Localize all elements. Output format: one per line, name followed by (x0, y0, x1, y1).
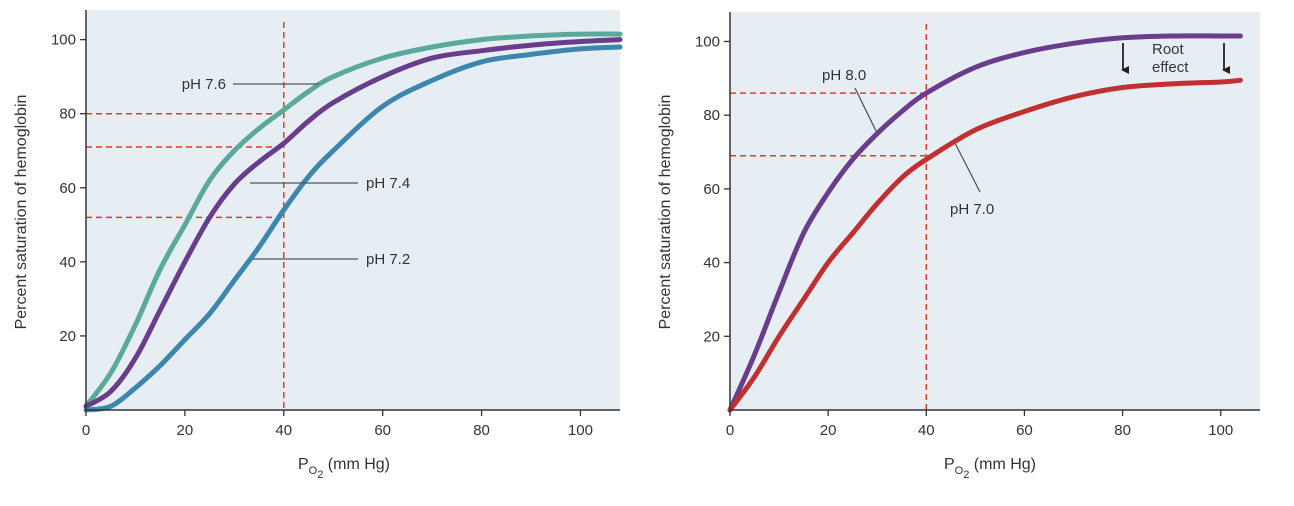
root-effect-annotation: Root effect (1121, 41, 1230, 76)
x-tick-label: 20 (820, 422, 837, 439)
x-tick-label: 100 (1208, 422, 1233, 439)
series-line (727, 77, 1243, 413)
x-tick-label: 60 (374, 422, 391, 439)
y-tick-label: 60 (59, 180, 76, 197)
x-tick-label: 100 (568, 422, 593, 439)
label-ph-7-0: pH 7.0 (950, 201, 994, 218)
y-axis-label: Percent saturation of hemoglobin (13, 95, 30, 330)
axes (85, 10, 620, 411)
x-tick-label: 40 (918, 422, 935, 439)
curves (83, 31, 623, 413)
reference-lines (730, 24, 928, 410)
y-tick-label: 80 (59, 106, 76, 123)
label-ph-7-4: pH 7.4 (366, 175, 410, 192)
left-chart-panel: pH 7.6 pH 7.4 pH 7.2 0 20 40 60 80 100 20 40 60 8… (13, 10, 623, 481)
x-tick-label: 0 (726, 422, 734, 439)
label-ph-7-6: pH 7.6 (182, 76, 226, 93)
y-tick-label: 100 (51, 32, 76, 49)
y-axis-label: Percent saturation of hemoglobin (657, 95, 674, 330)
root-effect-label-line2: effect (1152, 59, 1189, 76)
label-leaders (233, 83, 358, 260)
plot-background (86, 10, 620, 410)
x-axis-label: PO2 (mm Hg) (944, 456, 1036, 481)
y-tick-label: 60 (703, 181, 720, 198)
x-tick-label: 60 (1016, 422, 1033, 439)
root-effect-label-line1: Root (1152, 41, 1185, 58)
x-tick-label: 80 (1114, 422, 1131, 439)
series-line (83, 31, 623, 409)
label-ph-7-2: pH 7.2 (366, 251, 410, 268)
x-tick-label: 0 (82, 422, 90, 439)
x-axis-label: PO2 (mm Hg) (298, 456, 390, 481)
series-line (727, 33, 1243, 413)
curves (727, 33, 1243, 413)
ticks: 0 20 40 60 80 100 20 40 60 80 100 (51, 32, 593, 439)
axes (729, 12, 1260, 411)
y-tick-label: 40 (59, 254, 76, 271)
leader-ph-8-0 (854, 87, 877, 132)
leader-ph-7-0 (954, 142, 981, 193)
y-tick-label: 80 (703, 107, 720, 124)
y-tick-label: 20 (59, 328, 76, 345)
series-line (83, 44, 623, 413)
x-tick-label: 80 (473, 422, 490, 439)
label-leaders (854, 87, 981, 193)
right-chart-panel: pH 8.0 pH 7.0 Root effect 0 20 40 60 80 100 20… (657, 12, 1260, 481)
y-tick-label: 40 (703, 255, 720, 272)
y-tick-label: 20 (703, 328, 720, 345)
reference-lines (86, 22, 285, 410)
series-line (83, 37, 623, 409)
y-tick-label: 100 (695, 33, 720, 50)
x-tick-label: 40 (275, 422, 292, 439)
label-ph-8-0: pH 8.0 (822, 67, 866, 84)
x-tick-label: 20 (177, 422, 194, 439)
ticks: 0 20 40 60 80 100 20 40 60 80 100 (695, 33, 1233, 439)
